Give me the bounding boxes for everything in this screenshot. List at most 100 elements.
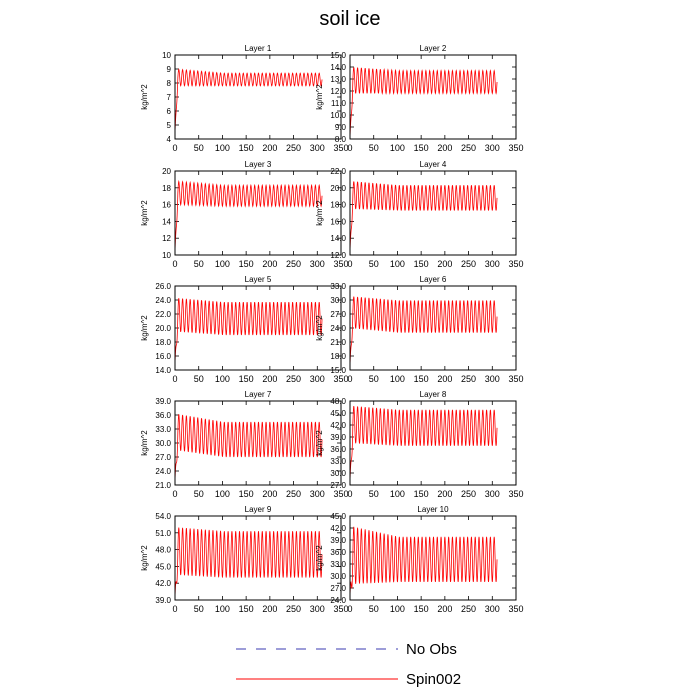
x-tick-label: 200	[437, 259, 452, 269]
y-tick-label: 33.0	[330, 457, 346, 466]
x-tick-label: 350	[333, 143, 348, 153]
y-axis-label: kg/m^2	[315, 200, 324, 226]
panel-title: Layer 6	[420, 275, 447, 284]
x-tick-label: 50	[194, 489, 204, 499]
figure-title: soil ice	[319, 8, 381, 30]
y-tick-label: 42.0	[330, 421, 346, 430]
x-tick-label: 200	[262, 259, 277, 269]
x-tick-label: 100	[215, 143, 230, 153]
y-tick-label: 10	[162, 251, 171, 260]
panel-5: Layer 5 kg/m^2 0 50 100 150 200 250 300 350 14.0 16…	[140, 275, 349, 384]
x-tick-label: 0	[172, 259, 177, 269]
y-tick-label: 27.0	[155, 453, 171, 462]
x-tick-label: 300	[485, 604, 500, 614]
plot-frame	[174, 285, 342, 371]
x-tick-label: 150	[414, 489, 429, 499]
series-line-spin002	[174, 414, 323, 481]
y-tick-label: 9	[167, 65, 172, 74]
series-line-spin002	[174, 179, 323, 251]
y-tick-label: 51.0	[155, 529, 171, 538]
x-tick-label: 0	[347, 604, 352, 614]
series-line-spin002	[174, 68, 323, 133]
y-tick-label: 27.0	[330, 310, 346, 319]
y-tick-label: 54.0	[155, 512, 171, 521]
y-tick-label: 16.0	[155, 352, 171, 361]
y-tick-label: 45.0	[155, 562, 171, 571]
plot-frame	[349, 285, 517, 371]
y-tick-label: 21.0	[330, 338, 346, 347]
panel-title: Layer 2	[420, 44, 447, 53]
panel-2: Layer 2kg/m^20 50 100 150 200 250 300 3508.09.0…	[315, 44, 524, 153]
x-tick-label: 200	[262, 489, 277, 499]
x-tick-label: 50	[194, 604, 204, 614]
x-tick-label: 300	[485, 489, 500, 499]
y-tick-label: 33.0	[330, 560, 346, 569]
x-tick-label: 200	[262, 374, 277, 384]
y-axis-label: kg/m^2	[140, 545, 149, 571]
panel-title: Layer 1	[245, 44, 272, 53]
x-tick-label: 0	[347, 143, 352, 153]
y-tick-label: 24.0	[155, 296, 171, 305]
panel-title: Layer 10	[417, 505, 449, 514]
y-tick-label: 39.0	[155, 397, 171, 406]
x-tick-label: 100	[215, 604, 230, 614]
panel-7: Layer 7 kg/m^2 0 50 100 150 200 250 300 350 21.0 24…	[140, 390, 349, 499]
x-tick-label: 150	[414, 374, 429, 384]
y-tick-label: 8	[167, 79, 172, 88]
y-tick-label: 24.0	[330, 324, 346, 333]
y-tick-label: 18	[162, 184, 171, 193]
series-line-spin002	[349, 296, 498, 366]
y-tick-label: 39.0	[330, 433, 346, 442]
x-tick-label: 250	[286, 374, 301, 384]
y-tick-label: 42.0	[155, 579, 171, 588]
x-tick-label: 350	[508, 604, 523, 614]
y-tick-label: 48.0	[155, 546, 171, 555]
y-tick-label: 39.0	[330, 536, 346, 545]
x-tick-label: 250	[286, 143, 301, 153]
x-tick-label: 0	[347, 259, 352, 269]
x-tick-label: 350	[333, 489, 348, 499]
x-tick-label: 350	[508, 143, 523, 153]
x-tick-label: 150	[239, 374, 254, 384]
x-tick-label: 200	[262, 604, 277, 614]
y-tick-label: 12	[162, 234, 171, 243]
y-tick-label: 8.0	[335, 135, 347, 144]
x-tick-label: 150	[414, 604, 429, 614]
panel-title: Layer 9	[245, 505, 272, 514]
x-tick-label: 200	[262, 143, 277, 153]
y-axis-label: kg/m^2	[315, 545, 324, 571]
y-tick-label: 21.0	[155, 481, 171, 490]
y-tick-label: 20.0	[330, 184, 346, 193]
x-tick-label: 50	[194, 374, 204, 384]
x-tick-label: 350	[508, 374, 523, 384]
y-axis-label: kg/m^2	[140, 84, 149, 110]
y-axis-label: kg/m^2	[315, 315, 324, 341]
y-tick-label: 10.0	[330, 111, 346, 120]
x-tick-label: 100	[215, 259, 230, 269]
x-tick-label: 300	[310, 374, 325, 384]
y-tick-label: 9.0	[335, 123, 347, 132]
y-axis-label: kg/m^2	[140, 200, 149, 226]
y-tick-label: 36.0	[155, 411, 171, 420]
x-tick-label: 100	[215, 374, 230, 384]
x-tick-label: 150	[239, 143, 254, 153]
x-tick-label: 150	[239, 259, 254, 269]
x-tick-label: 300	[310, 604, 325, 614]
x-tick-label: 300	[485, 374, 500, 384]
x-tick-label: 200	[437, 489, 452, 499]
panel-8: Layer 8kg/m^20 50 100 150 200 250 300 35027.030…	[315, 390, 524, 499]
x-tick-label: 100	[390, 143, 405, 153]
y-tick-label: 18.0	[330, 201, 346, 210]
y-tick-label: 30.0	[330, 572, 346, 581]
x-tick-label: 350	[508, 489, 523, 499]
y-tick-label: 36.0	[330, 548, 346, 557]
plot-frame	[174, 515, 342, 601]
x-tick-label: 150	[239, 489, 254, 499]
y-tick-label: 18.0	[330, 352, 346, 361]
y-tick-label: 30.0	[330, 469, 346, 478]
y-tick-label: 15.0	[330, 366, 346, 375]
y-tick-label: 20	[162, 167, 171, 176]
x-tick-label: 250	[286, 604, 301, 614]
